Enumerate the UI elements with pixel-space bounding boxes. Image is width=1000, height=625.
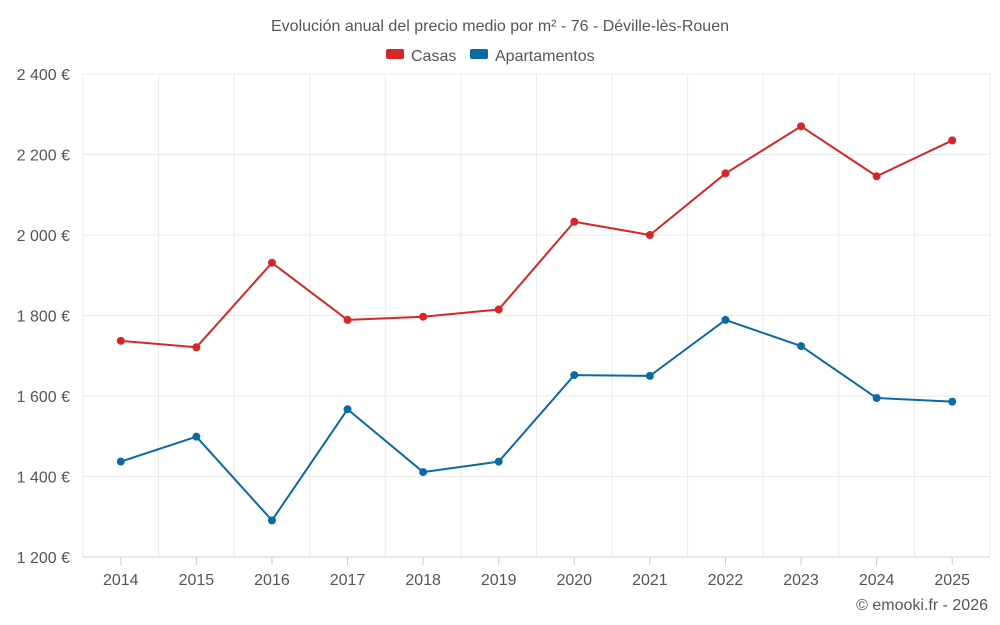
y-tick-label: 2 400 €	[17, 67, 70, 84]
x-tick-label: 2022	[708, 572, 744, 589]
x-tick-label: 2025	[934, 572, 970, 589]
y-tick-label: 2 000 €	[17, 228, 70, 245]
grid	[82, 73, 991, 558]
data-point-apartamentos[interactable]	[948, 397, 957, 406]
x-tick-label: 2024	[859, 572, 895, 589]
x-tick-label: 2014	[103, 572, 139, 589]
x-tick-label: 2016	[254, 572, 290, 589]
x-tick-label: 2020	[556, 572, 592, 589]
axes: 1 200 € 1 400 € 1 600 € 1 800 € 2 000 € 2 200…	[17, 67, 990, 589]
data-point-casas[interactable]	[721, 169, 730, 178]
y-tick-label: 1 600 €	[17, 389, 70, 406]
y-tick-label: 2 200 €	[17, 148, 70, 165]
data-point-casas[interactable]	[343, 315, 352, 324]
data-point-apartamentos[interactable]	[192, 432, 201, 441]
data-point-casas[interactable]	[192, 343, 201, 352]
series-line-apartamentos	[120, 318, 953, 522]
data-point-casas[interactable]	[645, 231, 654, 239]
data-point-apartamentos[interactable]	[343, 405, 352, 414]
x-tick-label: 2015	[179, 572, 215, 589]
credit-text: © emooki.fr - 2026	[856, 597, 988, 614]
data-point-apartamentos[interactable]	[872, 394, 881, 403]
data-point-casas[interactable]	[948, 136, 957, 145]
legend-label-casas: Casas	[411, 48, 456, 65]
data-point-apartamentos[interactable]	[721, 315, 730, 324]
x-tick-label: 2023	[783, 572, 819, 589]
y-tick-label: 1 200 €	[17, 550, 70, 567]
series	[116, 122, 957, 525]
data-point-casas[interactable]	[267, 258, 276, 267]
x-tick-label: 2019	[481, 572, 517, 589]
legend: Casas Apartamentos	[386, 48, 595, 65]
data-point-casas[interactable]	[494, 305, 503, 314]
data-point-apartamentos[interactable]	[267, 516, 276, 525]
data-point-apartamentos[interactable]	[116, 457, 125, 466]
x-tick-label: 2018	[405, 572, 441, 589]
data-point-apartamentos[interactable]	[419, 468, 428, 477]
data-point-casas[interactable]	[419, 312, 428, 321]
data-point-casas[interactable]	[872, 172, 881, 181]
legend-swatch-casas	[386, 49, 404, 59]
legend-swatch-apartamentos	[470, 49, 488, 59]
data-point-apartamentos[interactable]	[570, 371, 579, 380]
y-tick-label: 1 400 €	[17, 470, 70, 487]
series-casas	[116, 122, 957, 352]
data-point-apartamentos[interactable]	[494, 457, 503, 466]
data-point-casas[interactable]	[116, 336, 125, 345]
legend-item-casas[interactable]: Casas	[386, 48, 456, 65]
x-tick-label: 2017	[330, 572, 366, 589]
legend-item-apartamentos[interactable]: Apartamentos	[470, 48, 595, 65]
legend-label-apartamentos: Apartamentos	[495, 48, 595, 65]
chart-title: Evolución anual del precio medio por m² …	[271, 18, 729, 35]
data-point-apartamentos[interactable]	[645, 371, 654, 380]
data-point-casas[interactable]	[570, 217, 579, 226]
series-apartamentos	[116, 315, 957, 525]
data-point-casas[interactable]	[797, 122, 806, 131]
data-point-apartamentos[interactable]	[797, 342, 806, 351]
x-tick-label: 2021	[632, 572, 668, 589]
series-line-casas	[120, 125, 953, 349]
y-tick-label: 1 800 €	[17, 309, 70, 326]
